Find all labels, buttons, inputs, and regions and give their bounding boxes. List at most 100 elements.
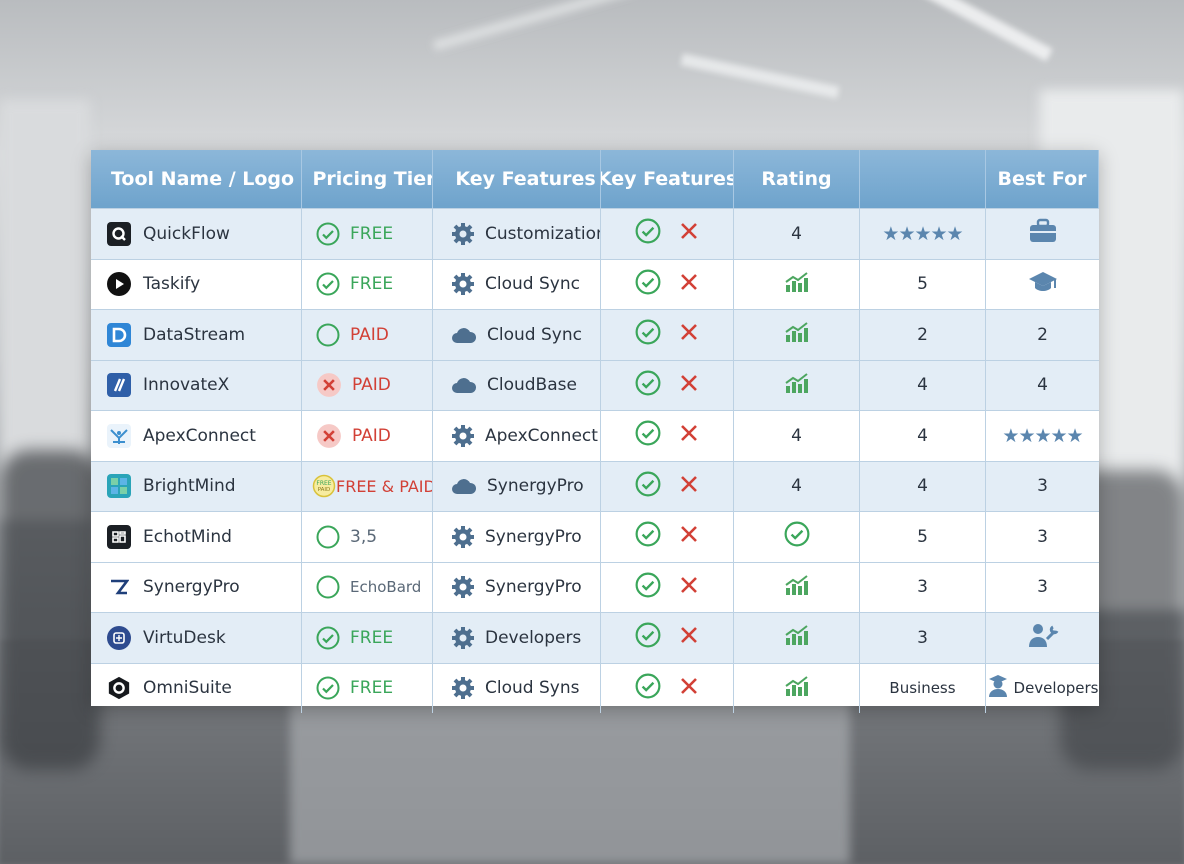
pricing-tier: EchoBard: [350, 578, 422, 597]
rating-value: 4: [734, 209, 860, 259]
table-row[interactable]: SynergyPro EchoBard SynergyPro 3 3: [91, 561, 1099, 612]
cross-icon[interactable]: [679, 373, 699, 398]
gear-icon: [451, 676, 475, 700]
header-key-features-2[interactable]: Key Features: [601, 150, 734, 208]
check-circle-icon[interactable]: [635, 673, 661, 704]
check-circle-icon[interactable]: [635, 521, 661, 552]
quickflow-logo-icon: [107, 221, 131, 246]
check-circle-icon: [784, 521, 810, 552]
tool-name: DataStream: [143, 324, 246, 345]
pricing-tier: FREE & PAID: [336, 476, 433, 496]
check-circle-icon[interactable]: [635, 572, 661, 603]
score-value: 2: [860, 310, 986, 360]
tool-name: QuickFlow: [143, 223, 230, 244]
check-circle-icon[interactable]: [635, 269, 661, 300]
check-circle-icon[interactable]: [635, 420, 661, 451]
gear-icon: [451, 525, 475, 549]
table-row[interactable]: VirtuDesk FREE Developers 3: [91, 612, 1099, 663]
key-feature: SynergyPro: [485, 577, 582, 598]
score-value: 4: [860, 411, 986, 461]
tool-name: BrightMind: [143, 476, 236, 497]
cloud-icon: [451, 325, 477, 345]
table-row[interactable]: QuickFlow FREE Customization 4 ★★★★★: [91, 208, 1099, 259]
gear-icon: [451, 222, 475, 246]
best-for-value: 2: [1037, 324, 1048, 345]
check-circle-icon: [316, 222, 340, 246]
table-header: Tool Name / Logo Pricing Tier Key Featur…: [91, 150, 1099, 208]
star-rating: ★★★★★: [860, 209, 986, 259]
tool-name: ApexConnect: [143, 425, 256, 446]
rating-value: 4: [734, 461, 860, 511]
growth-chart-icon: [784, 624, 810, 651]
svg-text:PAID: PAID: [318, 487, 331, 493]
key-feature: Cloud Sync: [487, 324, 582, 345]
header-rating[interactable]: Rating: [734, 150, 860, 208]
tool-name: InnovateX: [143, 375, 230, 396]
cloud-icon: [451, 375, 477, 395]
best-for-business: Business: [860, 663, 986, 713]
tool-name: OmniSuite: [143, 678, 232, 699]
best-for-value: 3: [1037, 577, 1048, 598]
synergypro-logo-icon: [107, 575, 131, 600]
cross-icon[interactable]: [679, 575, 699, 600]
tool-name: VirtuDesk: [143, 627, 226, 648]
check-circle-icon[interactable]: [635, 622, 661, 653]
developer-person-icon: [987, 674, 1009, 702]
growth-chart-icon: [784, 271, 810, 298]
header-key-features[interactable]: Key Features: [433, 150, 601, 208]
check-circle-icon[interactable]: [635, 218, 661, 249]
header-best-for[interactable]: Best For: [986, 150, 1099, 208]
pricing-tier: PAID: [350, 324, 389, 345]
gear-icon: [451, 272, 475, 296]
pricing-tier: FREE: [350, 678, 394, 699]
key-feature: Developers: [485, 627, 582, 648]
table-row[interactable]: EchotMind 3,5 SynergyPro 5 3: [91, 511, 1099, 562]
header-pricing-tier[interactable]: Pricing Tier: [302, 150, 433, 208]
cross-icon[interactable]: [679, 423, 699, 448]
key-feature: Customization: [485, 223, 601, 244]
comparison-table: Tool Name / Logo Pricing Tier Key Featur…: [91, 150, 1099, 713]
key-feature: Cloud Sync: [485, 274, 580, 295]
check-circle-icon: [316, 626, 340, 650]
table-row[interactable]: InnovateX PAID CloudBase 4 4: [91, 359, 1099, 410]
free-paid-badge-icon: FREE PAID: [312, 474, 336, 498]
pricing-tier: FREE: [350, 274, 394, 295]
best-for-value: 3: [1037, 476, 1048, 497]
table-row[interactable]: OmniSuite FREE Cloud Syns Business Devel…: [91, 662, 1099, 713]
check-circle-icon: [316, 676, 340, 700]
check-circle-icon[interactable]: [635, 471, 661, 502]
growth-chart-icon: [784, 574, 810, 601]
tool-name: Taskify: [143, 274, 201, 295]
pricing-tier: FREE: [350, 627, 394, 648]
tool-name: SynergyPro: [143, 577, 240, 598]
cross-icon[interactable]: [679, 474, 699, 499]
pricing-tier: PAID: [352, 375, 391, 396]
cross-icon[interactable]: [679, 524, 699, 549]
briefcase-icon: [1028, 218, 1058, 249]
cross-icon[interactable]: [679, 221, 699, 246]
table-row[interactable]: DataStream PAID Cloud Sync 2 2: [91, 309, 1099, 360]
cross-icon[interactable]: [679, 676, 699, 701]
cross-icon[interactable]: [679, 322, 699, 347]
table-row[interactable]: ApexConnect PAID ApexConnect 4 4 ★★★★★: [91, 410, 1099, 461]
growth-chart-icon: [784, 321, 810, 348]
check-circle-icon[interactable]: [635, 370, 661, 401]
key-feature: CloudBase: [487, 375, 577, 396]
cross-icon[interactable]: [679, 272, 699, 297]
table-row[interactable]: BrightMind FREE PAID FREE & PAID SynergyP…: [91, 460, 1099, 511]
cross-icon[interactable]: [679, 625, 699, 650]
table-row[interactable]: Taskify FREE Cloud Sync 5: [91, 258, 1099, 309]
check-circle-icon[interactable]: [635, 319, 661, 350]
x-circle-icon: [316, 423, 342, 449]
score-value: 4: [860, 461, 986, 511]
innovatex-logo-icon: [107, 373, 131, 398]
best-for-value: 4: [1037, 375, 1048, 396]
graduation-cap-icon: [1027, 270, 1059, 299]
gear-icon: [451, 424, 475, 448]
header-tool-name[interactable]: Tool Name / Logo: [91, 150, 302, 208]
score-value: 5: [860, 259, 986, 309]
omnisuite-logo-icon: [107, 676, 131, 701]
star-rating: ★★★★★: [1002, 424, 1083, 447]
growth-chart-icon: [784, 372, 810, 399]
score-value: 3: [860, 562, 986, 612]
